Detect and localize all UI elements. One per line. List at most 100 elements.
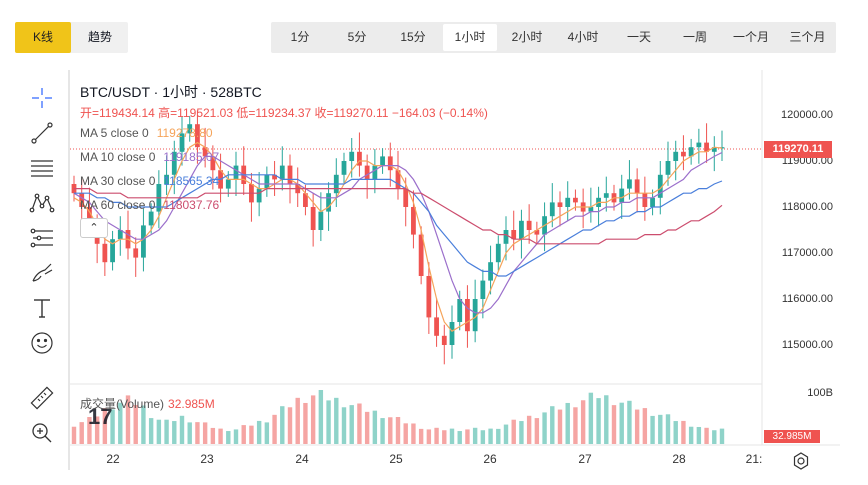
ruler-icon[interactable] bbox=[25, 383, 59, 413]
candle-body bbox=[411, 207, 416, 235]
ma5-value: 119278.80 bbox=[156, 126, 213, 140]
ma-line-ma10 bbox=[73, 151, 723, 314]
volume-value: 32.985M bbox=[168, 397, 215, 411]
tf-4h[interactable]: 4小时 bbox=[567, 30, 599, 44]
volume-bar bbox=[395, 417, 401, 444]
volume-bar bbox=[511, 419, 516, 444]
ma10-legend: MA 10 close 0 119185.07 bbox=[80, 150, 219, 164]
volume-bar bbox=[604, 395, 609, 444]
text-tool-icon[interactable] bbox=[25, 293, 59, 323]
tab-kline[interactable]: K线 bbox=[15, 22, 71, 53]
volume-bar bbox=[411, 423, 416, 444]
candle-body bbox=[465, 299, 470, 332]
tf-5m[interactable]: 5分 bbox=[347, 30, 367, 44]
volume-bar bbox=[434, 427, 439, 444]
volume-bar bbox=[681, 420, 686, 444]
candle-body bbox=[110, 239, 115, 263]
price-tick: 115000.00 bbox=[781, 339, 833, 351]
time-tick: 28 bbox=[672, 452, 686, 466]
volume-bar bbox=[164, 419, 169, 444]
volume-bar bbox=[388, 417, 393, 444]
emoji-icon[interactable] bbox=[25, 328, 59, 358]
horizontal-lines-icon[interactable] bbox=[25, 153, 59, 183]
time-tick: 25 bbox=[389, 452, 403, 466]
volume-bar bbox=[295, 397, 300, 444]
trend-line-icon[interactable] bbox=[25, 118, 59, 148]
ma60-value: 118037.76 bbox=[163, 198, 220, 212]
volume-bar bbox=[526, 415, 532, 444]
volume-bar bbox=[233, 429, 239, 444]
candle-body bbox=[233, 165, 239, 180]
volume-bar bbox=[488, 428, 493, 444]
candle-body bbox=[619, 188, 625, 203]
price-tick: 120000.00 bbox=[781, 109, 833, 121]
time-tick: 26 bbox=[483, 452, 497, 466]
candle-body bbox=[349, 151, 355, 161]
ma-line-ma5 bbox=[73, 141, 723, 332]
ma30-legend: MA 30 close 0 118565.34 bbox=[80, 174, 219, 188]
candle-body bbox=[117, 230, 123, 240]
candle-body bbox=[657, 174, 663, 198]
volume-bar bbox=[565, 402, 570, 444]
candle-body bbox=[634, 179, 640, 194]
candle-body bbox=[603, 193, 609, 198]
settings-gear-icon[interactable] bbox=[791, 451, 811, 471]
pattern-icon[interactable] bbox=[25, 188, 59, 218]
volume-bar bbox=[665, 414, 671, 444]
time-tick: 27 bbox=[578, 452, 592, 466]
volume-bar bbox=[249, 425, 254, 444]
volume-bar bbox=[426, 429, 432, 444]
candle-body bbox=[195, 124, 200, 148]
tf-1mo[interactable]: 一个月 bbox=[732, 30, 769, 44]
candle-body bbox=[225, 179, 231, 189]
crosshair-icon[interactable] bbox=[25, 83, 59, 113]
candle-body bbox=[573, 197, 578, 203]
tf-2h[interactable]: 2小时 bbox=[511, 30, 543, 44]
candle-body bbox=[696, 142, 702, 148]
ma5-legend: MA 5 close 0 119278.80 bbox=[80, 126, 213, 140]
price-tick: 117000.00 bbox=[781, 247, 833, 259]
tab-trend[interactable]: 趋势 bbox=[87, 30, 112, 44]
time-tick: 24 bbox=[295, 452, 309, 466]
time-tick: 21: bbox=[745, 452, 763, 466]
candle-body bbox=[133, 248, 139, 258]
price-tick: 116000.00 bbox=[781, 293, 833, 305]
candle-body bbox=[665, 161, 671, 175]
tf-1h[interactable]: 1小时 bbox=[443, 24, 497, 51]
legend-collapse-button[interactable]: ⌃ bbox=[80, 218, 108, 238]
candle-body bbox=[341, 161, 347, 175]
volume-bar bbox=[195, 422, 200, 444]
candle-body bbox=[210, 156, 216, 171]
candle-body bbox=[318, 211, 324, 230]
candle-body bbox=[287, 165, 293, 184]
volume-bar bbox=[596, 398, 601, 444]
tf-3mo[interactable]: 三个月 bbox=[789, 30, 826, 44]
tf-1d[interactable]: 一天 bbox=[626, 30, 651, 44]
fib-retracement-icon[interactable] bbox=[25, 223, 59, 253]
candle-body bbox=[264, 174, 270, 189]
candle-body bbox=[711, 147, 717, 152]
candle-body bbox=[141, 225, 146, 258]
tf-1w[interactable]: 一周 bbox=[682, 30, 707, 44]
volume-bar bbox=[588, 392, 594, 444]
volume-bar bbox=[465, 429, 470, 444]
volume-bar bbox=[202, 422, 208, 444]
candle-body bbox=[364, 165, 370, 180]
candle-body bbox=[511, 230, 517, 240]
volume-bar bbox=[94, 416, 100, 444]
zoom-in-icon[interactable] bbox=[25, 418, 59, 448]
volume-bar bbox=[634, 409, 640, 444]
candle-body bbox=[519, 220, 524, 240]
ohlc-readout: 开=119434.14 高=119521.03 低=119234.37 收=11… bbox=[80, 106, 488, 120]
tf-1m[interactable]: 1分 bbox=[290, 30, 310, 44]
tf-15m[interactable]: 15分 bbox=[400, 30, 426, 44]
ma60-label: MA 60 close 0 bbox=[80, 198, 156, 212]
volume-bar bbox=[418, 428, 424, 444]
volume-bar bbox=[496, 428, 501, 444]
brush-icon[interactable] bbox=[25, 258, 59, 288]
candle-body bbox=[179, 133, 185, 152]
volume-bar bbox=[280, 406, 285, 444]
volume-bar bbox=[179, 415, 185, 444]
ma-line-ma60 bbox=[74, 188, 723, 245]
